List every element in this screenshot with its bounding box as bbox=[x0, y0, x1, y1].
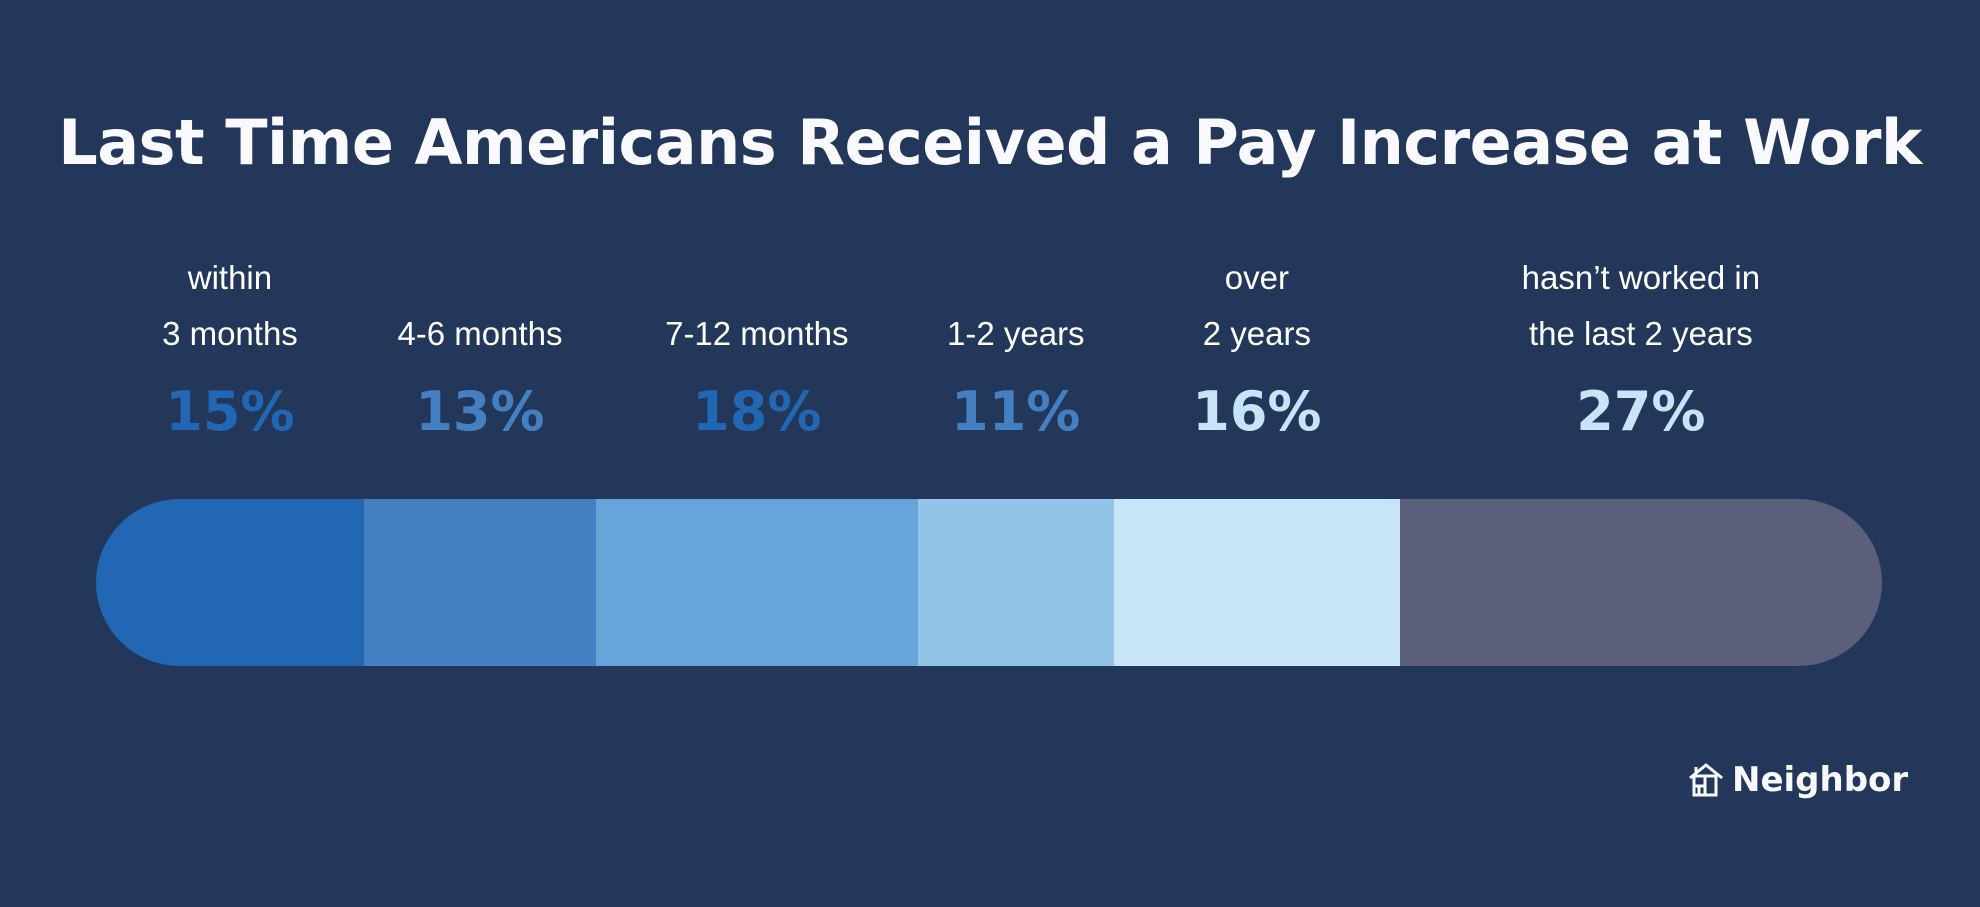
category-label: 4-6 months bbox=[320, 306, 640, 362]
category-label: hasn’t worked in the last 2 years bbox=[1481, 250, 1801, 362]
bar-segment bbox=[1113, 499, 1400, 666]
bar-segment bbox=[1399, 499, 1882, 666]
value-label: 11% bbox=[951, 380, 1081, 443]
category-label-line: within bbox=[187, 259, 273, 296]
value-label: 18% bbox=[692, 380, 822, 443]
category-label: within 3 months bbox=[70, 250, 390, 362]
brand-name: Neighbor bbox=[1732, 760, 1909, 800]
bar-segment bbox=[96, 499, 364, 666]
category-label-line: hasn’t worked in bbox=[1521, 259, 1761, 296]
bar-segment bbox=[363, 499, 597, 666]
value-label: 15% bbox=[165, 380, 295, 443]
category-label-line: 2 years bbox=[1202, 315, 1311, 352]
brand-logo: Neighbor bbox=[1688, 760, 1908, 800]
category-label: over 2 years bbox=[1097, 250, 1417, 362]
category-label-line: 1-2 years bbox=[947, 315, 1085, 352]
category-label-line: 4-6 months bbox=[397, 315, 563, 352]
house-icon bbox=[1689, 763, 1723, 797]
value-label: 16% bbox=[1192, 380, 1322, 443]
bar-segment bbox=[596, 499, 918, 666]
category-label: 7-12 months bbox=[597, 306, 917, 362]
bar-segment bbox=[917, 499, 1114, 666]
category-label-line: the last 2 years bbox=[1528, 315, 1753, 352]
chart-title: Last Time Americans Received a Pay Incre… bbox=[58, 106, 1922, 179]
value-label: 27% bbox=[1576, 380, 1706, 443]
value-label: 13% bbox=[415, 380, 545, 443]
category-label: 1-2 years bbox=[856, 306, 1176, 362]
category-label-line: 3 months bbox=[162, 315, 298, 352]
stacked-bar bbox=[96, 499, 1882, 666]
category-label-line: over bbox=[1224, 259, 1289, 296]
category-label-line: 7-12 months bbox=[665, 315, 849, 352]
